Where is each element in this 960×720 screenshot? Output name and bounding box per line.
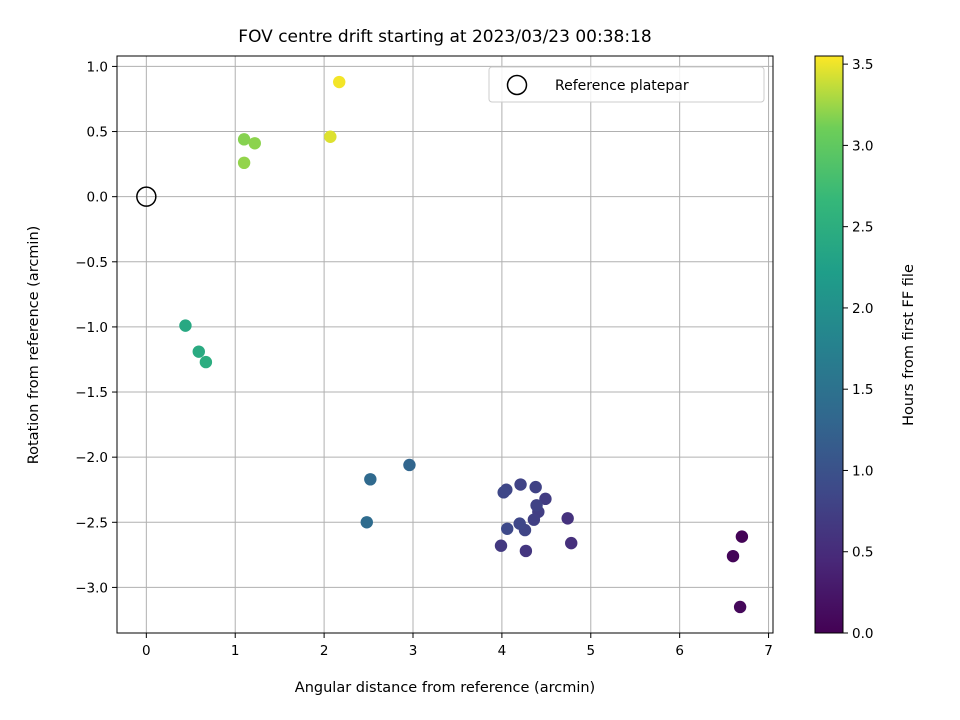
data-point	[735, 530, 749, 543]
colorbar-tick-label: 2.0	[852, 301, 873, 317]
data-point	[530, 499, 543, 512]
legend-label: Reference platepar	[555, 78, 689, 94]
data-point	[513, 517, 526, 530]
data-point	[501, 522, 514, 536]
chart-title: FOV centre drift starting at 2023/03/23 …	[238, 27, 651, 47]
x-tick-label: 1	[231, 643, 240, 659]
colorbar	[814, 55, 844, 634]
reference-platepar-point	[136, 186, 157, 207]
colorbar-tick-label: 0.0	[852, 626, 873, 642]
colorbar-tick-label: 1.5	[852, 382, 873, 398]
data-point	[733, 600, 747, 614]
legend: Reference platepar	[488, 66, 765, 103]
colorbar-tick-label: 1.0	[852, 463, 873, 479]
data-point	[237, 156, 251, 170]
plot-frame	[116, 55, 774, 634]
y-tick-label: −1.0	[75, 320, 108, 336]
data-point	[324, 130, 337, 143]
data-point	[364, 473, 377, 486]
data-point	[403, 458, 416, 472]
y-tick-label: −0.5	[75, 255, 108, 271]
y-ticks: 1.0 0.5 0.0 −0.5 −1.0 −1.5 −2.0 −2.5 −3.0	[75, 59, 117, 596]
y-tick-label: 1.0	[87, 59, 108, 75]
colorbar-tick-label: 3.0	[852, 138, 873, 154]
x-tick-label: 3	[409, 643, 418, 659]
y-axis-label: Rotation from reference (arcmin)	[26, 226, 42, 465]
data-point	[561, 512, 574, 525]
colorbar-tick-label: 2.5	[852, 220, 873, 236]
data-point	[237, 133, 251, 146]
data-point	[726, 549, 740, 563]
data-point	[514, 478, 527, 491]
data-point	[192, 345, 205, 358]
data-point	[527, 513, 541, 526]
y-tick-label: −2.0	[75, 450, 108, 466]
colorbar-label: Hours from first FF file	[901, 264, 917, 426]
x-tick-label: 5	[586, 643, 595, 659]
data-point	[494, 539, 508, 552]
x-tick-label: 7	[764, 643, 773, 659]
y-tick-label: 0.0	[87, 190, 108, 206]
x-ticks: 0 1 2 3 4 5 6 7	[142, 633, 773, 659]
y-tick-label: −1.5	[75, 385, 108, 401]
colorbar-tick-label: 0.5	[852, 545, 873, 561]
colorbar-ticks: 0.0 0.5 1.0 1.5 2.0 2.5 3.0 3.5	[843, 57, 873, 642]
y-tick-label: 0.5	[87, 125, 108, 141]
y-tick-label: −3.0	[75, 580, 108, 596]
x-tick-label: 6	[675, 643, 684, 659]
x-tick-label: 0	[142, 643, 151, 659]
data-point	[248, 137, 261, 150]
data-point	[179, 319, 192, 332]
data-point	[360, 516, 373, 529]
data-point	[565, 536, 578, 550]
data-points	[136, 75, 749, 614]
data-point	[497, 486, 510, 499]
legend-marker-open-circle	[506, 74, 528, 96]
y-tick-label: −2.5	[75, 515, 108, 531]
data-point	[199, 355, 213, 369]
grid	[117, 56, 773, 633]
data-point	[519, 544, 533, 558]
x-tick-label: 2	[320, 643, 329, 659]
data-point	[539, 492, 552, 506]
x-tick-label: 4	[498, 643, 507, 659]
legend-box	[488, 66, 765, 103]
x-axis-label: Angular distance from reference (arcmin)	[295, 680, 595, 696]
data-point	[333, 75, 346, 89]
data-point	[529, 480, 542, 494]
colorbar-tick-label: 3.5	[852, 57, 873, 73]
